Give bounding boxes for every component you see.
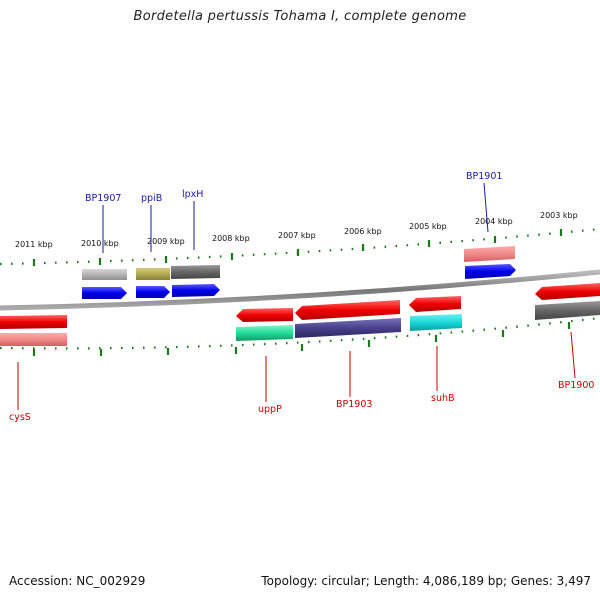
gene-label: cysS xyxy=(9,412,31,423)
gene-label: BP1907 xyxy=(85,193,121,204)
cds-reverse-arrow xyxy=(0,315,67,329)
feature-green xyxy=(236,325,293,341)
lower-cds-track xyxy=(0,283,600,329)
feature-navy xyxy=(295,318,401,338)
feature-pink xyxy=(464,246,515,262)
kbp-label: 2011 kbp xyxy=(15,240,53,249)
upper-feature-track xyxy=(82,246,515,280)
gene-label: BP1900 xyxy=(558,380,594,391)
kbp-label: 2007 kbp xyxy=(278,231,316,240)
kbp-label: 2009 kbp xyxy=(147,237,185,246)
feature-pink xyxy=(0,333,67,346)
kbp-label: 2008 kbp xyxy=(212,234,250,243)
top-label-lines xyxy=(102,182,489,253)
cds-reverse-arrow xyxy=(535,283,600,300)
upper-cds-track xyxy=(82,264,516,299)
cds-forward-arrow xyxy=(172,284,220,297)
kbp-label: 2006 kbp xyxy=(344,227,382,236)
lower-feature-track xyxy=(0,301,600,346)
genome-backbone xyxy=(0,269,600,311)
cds-reverse-arrow xyxy=(409,296,461,312)
lower-major-ticks xyxy=(32,322,571,356)
feature-gray xyxy=(535,301,600,320)
gene-label: ppiB xyxy=(141,193,162,204)
topology-label: Topology: circular; Length: 4,086,189 bp… xyxy=(261,574,591,588)
bottom-label-lines xyxy=(17,331,576,410)
feature-teal xyxy=(410,314,462,331)
upper-major-ticks xyxy=(32,229,563,266)
gene-label: lpxH xyxy=(182,189,203,200)
feature-gray xyxy=(82,269,127,280)
feature-olive xyxy=(136,268,170,280)
gene-label: BP1901 xyxy=(466,171,502,182)
cds-reverse-arrow xyxy=(236,308,293,322)
accession-label: Accession: NC_002929 xyxy=(9,574,146,588)
gene-label: uppP xyxy=(258,404,282,415)
gene-label: BP1903 xyxy=(336,399,372,410)
gene-label: suhB xyxy=(431,393,455,404)
kbp-label: 2005 kbp xyxy=(409,222,447,231)
feature-gray xyxy=(171,265,220,279)
cds-forward-arrow xyxy=(136,286,170,298)
kbp-label: 2003 kbp xyxy=(540,211,578,220)
cds-forward-arrow xyxy=(465,264,516,279)
map-title: Bordetella pertussis Tohama I, complete … xyxy=(133,9,467,24)
cds-reverse-arrow xyxy=(295,300,400,320)
kbp-label: 2004 kbp xyxy=(475,217,513,226)
kbp-label: 2010 kbp xyxy=(81,239,119,248)
cds-forward-arrow xyxy=(82,287,127,299)
